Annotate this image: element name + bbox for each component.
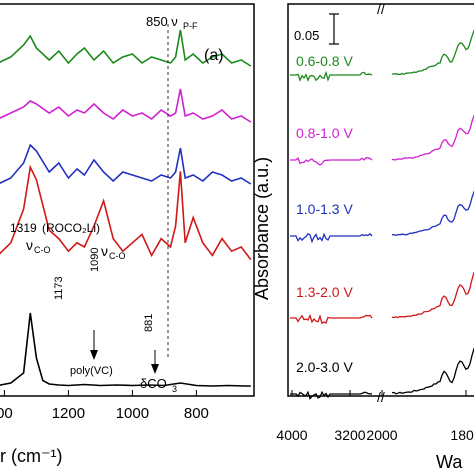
left-series-line-red — [0, 164, 252, 261]
annotation-nu-co-1-sub: C-O — [34, 245, 51, 255]
right-series-line-right-4 — [391, 347, 474, 395]
annotation-nu-co-1: ν — [26, 237, 33, 253]
right-x-axis-label: Wa — [436, 452, 463, 472]
right-x-tick-label: 1800 — [450, 427, 474, 443]
right-series-line-right-1 — [391, 114, 474, 161]
right-series-line-right-3 — [392, 271, 474, 319]
left-x-axis-label: r (cm⁻¹) — [0, 446, 62, 466]
arrow-dco3-head — [151, 364, 159, 374]
annotation-delta-co3: δCO — [140, 376, 167, 391]
right-x-tick-label: 3200 — [334, 427, 365, 443]
right-series-labels: 0.6-0.8 V 0.8-1.0 V 1.0-1.3 V 1.3-2.0 V 2.0-… — [296, 53, 353, 375]
right-series-group — [290, 29, 474, 400]
right-series-line-right-2 — [391, 190, 474, 236]
left-series-line-blue — [0, 143, 252, 185]
left-x-tick-label: 1000 — [116, 405, 149, 422]
arrow-polyvc-head — [90, 350, 98, 360]
left-panel: 00 1200 1000 800 r (cm⁻¹) 850 ν P-F (a) 1319 (RO… — [0, 3, 255, 466]
left-series-line-black — [0, 312, 251, 387]
right-series-label: 1.0-1.3 V — [296, 201, 353, 217]
left-x-ticks: 00 1200 1000 800 r (cm⁻¹) — [0, 390, 209, 466]
annotation-881: 881 — [143, 314, 155, 332]
left-x-tick-label: 1200 — [52, 405, 85, 422]
right-series-line-left-1 — [290, 156, 373, 166]
left-plot-frame — [0, 3, 255, 397]
right-series-line-left-0 — [290, 70, 373, 83]
right-x-tick-label: 4000 — [276, 427, 307, 443]
annotation-1173: 1173 — [53, 276, 65, 300]
right-series-line-left-4 — [290, 390, 373, 400]
right-plot-frame — [287, 3, 474, 397]
right-y-axis-label: Absorbance (a.u.) — [252, 157, 272, 300]
axis-break-bottom: // — [377, 389, 385, 405]
panel-label-a: (a) — [204, 47, 224, 64]
right-series-label: 0.8-1.0 V — [296, 125, 353, 141]
right-panel: 0.6-0.8 V 0.8-1.0 V 1.0-1.3 V 1.3-2.0 V 2.0-… — [252, 1, 474, 472]
annotation-850-nu: 850 ν — [146, 14, 178, 29]
right-series-line-left-2 — [290, 232, 373, 244]
right-series-label: 1.3-2.0 V — [296, 284, 353, 300]
annotation-nu-co-2: ν — [101, 243, 108, 259]
right-series-label: 0.6-0.8 V — [296, 53, 353, 69]
right-series-label: 2.0-3.0 V — [296, 359, 353, 375]
left-x-tick-label: 800 — [184, 405, 209, 422]
annotation-polyvc: poly(VC) — [70, 365, 113, 377]
annotation-roco2li: (ROCO₂Li) — [42, 221, 100, 235]
left-x-tick-label: 00 — [0, 405, 13, 422]
annotation-nu-co-2-sub: C-O — [109, 251, 126, 261]
right-series-line-right-0 — [391, 29, 474, 76]
scale-bar-label: 0.05 — [294, 28, 319, 43]
annotation-850-sub: P-F — [183, 21, 198, 31]
annotation-delta-co3-sub: 3 — [172, 384, 177, 394]
left-series-line-magenta — [0, 88, 252, 123]
right-series-line-left-3 — [290, 313, 373, 325]
left-series-line-green — [0, 29, 252, 67]
annotation-1319: 1319 — [10, 221, 37, 235]
axis-break-top: // — [377, 1, 385, 17]
left-series-group — [0, 29, 252, 387]
right-x-tick-label: 2000 — [366, 427, 397, 443]
annotation-1090: 1090 — [89, 248, 101, 272]
